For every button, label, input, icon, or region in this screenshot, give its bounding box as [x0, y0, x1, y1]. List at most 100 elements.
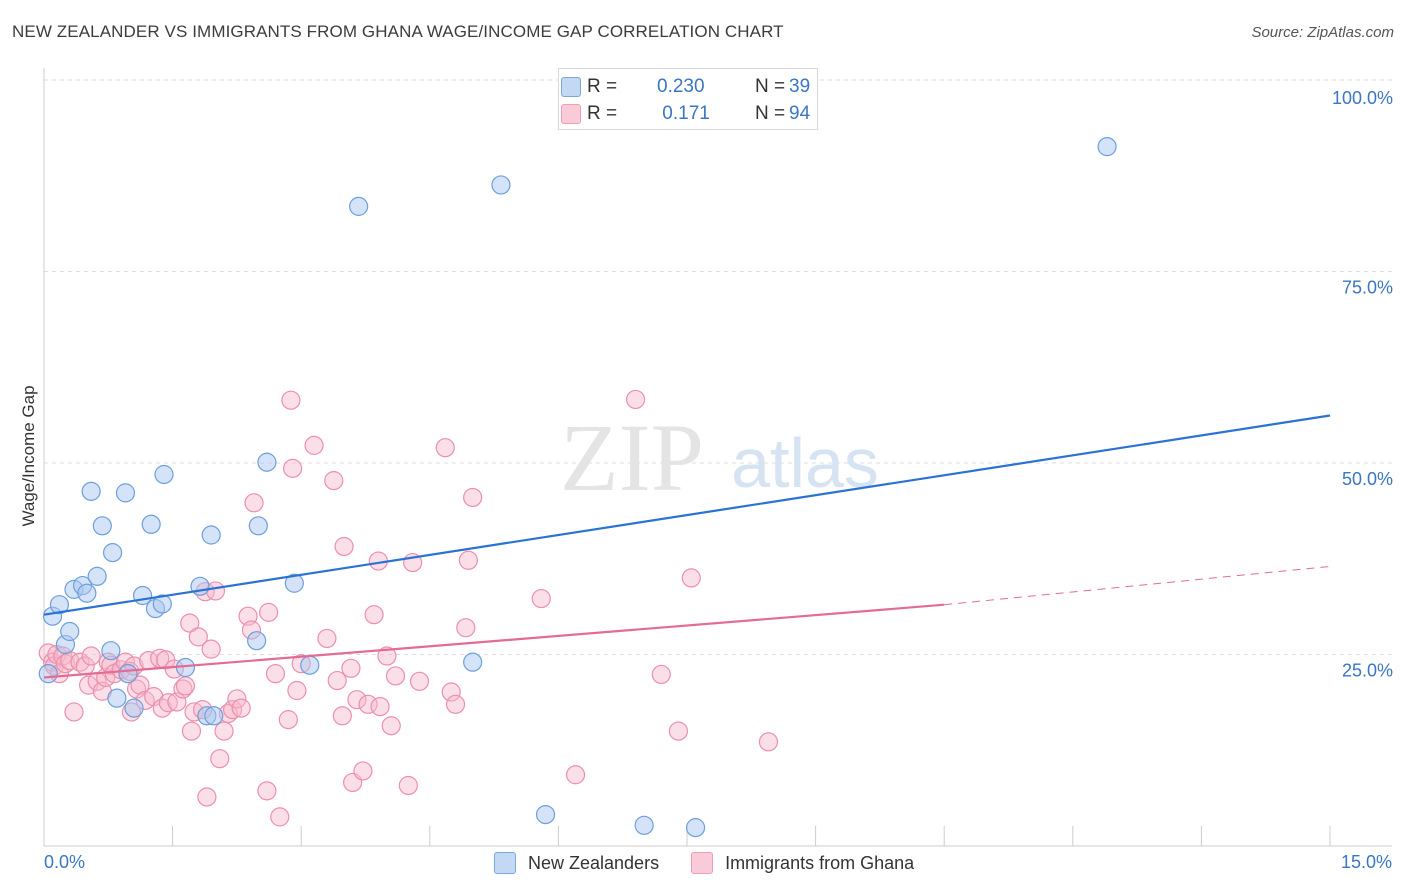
- ghana-point: [130, 675, 150, 695]
- x-tick-label-min: 0.0%: [44, 852, 85, 872]
- ghana-trend-extension: [944, 565, 1331, 606]
- ghana-point: [175, 676, 196, 696]
- legend-n-label: N =: [755, 103, 786, 124]
- legend-label-ghana: Immigrants from Ghana: [725, 852, 915, 873]
- new-zealander-point: [102, 543, 123, 563]
- new-zealander-point: [685, 818, 706, 838]
- ghana-point: [625, 389, 646, 410]
- ghana-point: [181, 721, 202, 741]
- legend-item-ghana: Immigrants from Ghana: [691, 852, 914, 874]
- ghana-point: [188, 627, 208, 647]
- ghana-point: [458, 550, 478, 570]
- ghana-point: [317, 628, 337, 649]
- new-zealander-point: [247, 631, 267, 651]
- ghana-point: [364, 605, 384, 625]
- legend-n-value: 94: [789, 103, 811, 124]
- ghana-point: [441, 682, 461, 702]
- ghana-point: [287, 680, 307, 701]
- ghana-point: [201, 639, 221, 659]
- legend-item-new-zealanders: New Zealanders: [494, 852, 659, 874]
- ghana-point: [81, 646, 101, 666]
- axes: [43, 68, 1392, 847]
- ghana-point: [347, 690, 367, 710]
- ghana-point: [257, 781, 277, 801]
- ghana-point: [324, 471, 344, 491]
- new-zealander-point: [204, 706, 224, 726]
- ghana-point: [64, 702, 84, 722]
- ghana-point: [381, 716, 401, 736]
- legend-r-value: 0.171: [657, 103, 710, 124]
- ghana-point: [463, 487, 483, 508]
- legend-swatch-blue: [561, 77, 581, 97]
- watermark-atlas: atlas: [731, 424, 879, 502]
- ghana-point: [281, 390, 301, 410]
- series-legend: New Zealanders Immigrants from Ghana: [494, 852, 946, 874]
- new-zealander-point: [491, 175, 511, 195]
- ghana-point: [435, 438, 455, 458]
- new-zealander-point: [107, 688, 127, 708]
- ghana-point: [531, 588, 551, 609]
- ghana-point: [270, 807, 290, 827]
- new-zealander-point: [257, 452, 277, 472]
- y-tick-label: 25.0%: [1342, 661, 1393, 681]
- legend-r-label: R =: [587, 103, 618, 124]
- y-tick-label: 50.0%: [1342, 469, 1393, 489]
- ghana-trend-line: [43, 603, 945, 679]
- grid-lines: [44, 79, 1392, 655]
- new-zealander-point: [60, 621, 80, 642]
- new-zealander-point: [1097, 137, 1117, 157]
- ghana-point: [327, 670, 347, 691]
- legend-swatch-pink: [691, 852, 714, 874]
- new-zealander-trend-line: [43, 414, 1331, 616]
- new-zealander-point: [118, 664, 138, 684]
- source-attribution: Source: ZipAtlas.com: [1251, 24, 1394, 41]
- ghana-point: [445, 694, 466, 714]
- ghana-point: [651, 664, 671, 685]
- ghana-point: [668, 721, 689, 741]
- ghana-point: [304, 435, 324, 455]
- ghana-point: [173, 679, 193, 699]
- legend-n-value: 39: [789, 76, 811, 97]
- ghana-point: [197, 787, 217, 807]
- ghana-point: [70, 652, 90, 672]
- ghana-point: [341, 658, 361, 678]
- ghana-point: [398, 775, 418, 796]
- new-zealander-point: [535, 804, 556, 825]
- new-zealander-point: [248, 516, 268, 536]
- tick-labels: 25.0% 50.0% 75.0% 100.0% 0.0% 15.0%: [44, 88, 1393, 872]
- legend-label-new-zealanders: New Zealanders: [528, 852, 660, 873]
- chart-title: NEW ZEALANDER VS IMMIGRANTS FROM GHANA W…: [12, 22, 784, 41]
- legend-row-ghana: R = 0.171 N = 94: [561, 102, 811, 126]
- ghana-points: [38, 389, 779, 827]
- ghana-point: [283, 458, 303, 478]
- new-zealander-point: [77, 583, 97, 603]
- ghana-point: [214, 721, 234, 741]
- new-zealander-point: [38, 664, 58, 684]
- new-zealander-point: [190, 576, 210, 596]
- ghana-point: [244, 493, 264, 513]
- ghana-point: [152, 698, 172, 718]
- new-zealander-point: [115, 483, 136, 503]
- legend-row-new-zealanders: R = 0.230 N = 39: [561, 75, 811, 99]
- ghana-point: [278, 710, 298, 730]
- new-zealander-point: [154, 464, 174, 485]
- new-zealander-point: [634, 815, 654, 835]
- new-zealander-point: [300, 655, 320, 675]
- ghana-point: [227, 689, 247, 709]
- new-zealander-point: [101, 641, 121, 661]
- ghana-point: [370, 696, 390, 717]
- new-zealander-point: [141, 514, 161, 534]
- new-zealander-point: [87, 566, 107, 586]
- legend-r-value: 0.230: [657, 76, 705, 97]
- ghana-point: [180, 613, 200, 633]
- legend-swatch-blue: [494, 852, 516, 874]
- ghana-point: [265, 664, 286, 684]
- y-axis-label: Wage/Income Gap: [19, 385, 38, 526]
- ghana-point: [385, 666, 406, 686]
- ghana-point: [758, 732, 779, 752]
- ghana-point: [334, 536, 354, 557]
- ghana-point: [332, 706, 352, 726]
- ghana-point: [259, 602, 279, 622]
- watermark: ZIP atlas: [560, 404, 879, 511]
